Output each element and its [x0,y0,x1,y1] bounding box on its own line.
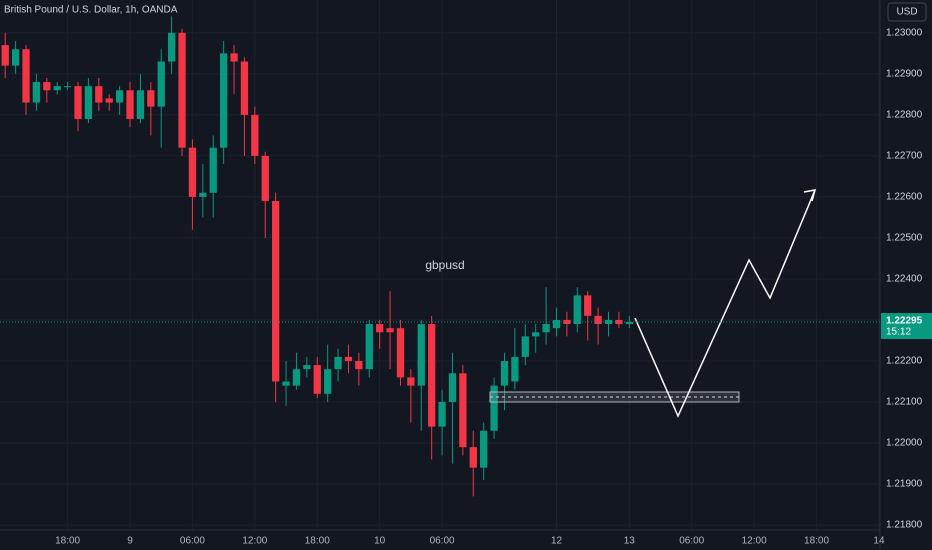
currency-box[interactable] [887,2,927,22]
candle-body [84,86,93,119]
candle-body [428,324,436,427]
candle-body [552,319,561,329]
x-tick-label: 06:00 [180,536,205,547]
candle-body [240,61,249,115]
x-tick-label: 12 [551,536,563,547]
y-tick-label: 1.22500 [886,233,923,244]
candle-body [136,90,145,119]
y-tick-label: 1.22100 [886,397,923,408]
candle-body [625,322,633,325]
candle-body [199,192,207,197]
y-tick-label: 1.21900 [886,479,923,490]
y-tick-label: 1.22800 [886,110,923,121]
annotation: gbpusd [425,258,464,272]
countdown: 15:12 [886,327,911,338]
candle-body [43,82,51,91]
projection-arrowhead [803,189,817,202]
grid [0,0,880,530]
y-tick-label: 1.22900 [886,68,923,79]
candle-body [573,295,581,325]
candle-body [188,147,197,197]
symbol-title: British Pound / U.S. Dollar, 1h, OANDA [4,5,178,16]
x-tick-label: 18:00 [55,536,80,547]
candle-body [511,356,519,382]
candle-body [604,319,613,325]
projection-path [634,189,816,418]
y-tick-label: 1.22000 [886,438,923,449]
candle-body [272,201,280,382]
y-tick-label: 1.21800 [886,520,923,531]
candle-body [594,315,602,325]
candle-body [126,90,134,119]
candle-body [313,365,321,394]
currency[interactable]: USD [896,7,917,18]
candle-body [303,365,311,370]
candle-body [334,356,342,370]
candle-body [63,86,72,88]
x-tick-label: 06:00 [679,536,704,547]
candle-body [376,324,384,333]
candle-body [167,32,176,62]
candle-body [261,155,269,202]
candle-body [32,82,41,103]
candle-body [563,319,571,325]
candle-body [386,328,394,333]
y-tick-label: 1.22600 [886,192,923,203]
candle-body [542,324,550,333]
y-tick-label: 1.23000 [886,27,923,38]
x-tick-label: 13 [624,536,636,547]
candle-body [480,430,488,468]
x-tick-label: 18:00 [804,536,829,547]
candle-body [53,86,61,91]
last-price-tag [881,313,932,340]
candle-body [448,373,457,403]
candle-body [500,360,509,386]
candle-body [105,98,113,103]
candle-body [324,369,332,394]
x-tick-label: 18:00 [305,536,330,547]
x-tick-label: 10 [374,536,386,547]
candle-body [1,45,9,66]
candle-body [115,90,124,103]
last-price-label: 1.22295 [886,316,923,327]
candle-body [532,332,540,337]
x-tick-label: 06:00 [430,536,455,547]
candle-body [220,53,228,148]
candle-body [22,49,30,103]
candle-body [11,49,20,66]
candle-body [438,402,446,427]
y-tick-label: 1.22700 [886,151,923,162]
x-tick-label: 12:00 [242,536,267,547]
x-tick-label: 12:00 [742,536,767,547]
y-tick-label: 1.22400 [886,274,923,285]
candle-body [282,381,290,386]
candle-body [459,373,467,448]
candle-body [521,336,529,357]
candle-body [344,356,353,361]
candle-body [396,328,405,378]
candle-body [417,324,425,386]
candle-body [230,53,238,62]
candle-body [365,324,373,370]
candle-body [469,447,477,468]
candle-body [74,86,82,119]
candle-body [490,385,498,431]
candles [1,16,633,497]
candle-body [157,61,165,107]
x-tick-label: 9 [127,536,133,547]
candle-body [178,32,186,148]
x-tick-label: 14 [873,536,885,547]
candle-body [355,360,363,370]
candle-body [292,369,301,386]
candle-body [209,147,217,193]
candle-body [407,377,415,386]
candle-body [95,86,103,103]
candle-body [584,295,592,316]
y-tick-label: 1.22200 [886,356,923,367]
candle-body [251,114,259,156]
candle-body [147,90,155,107]
